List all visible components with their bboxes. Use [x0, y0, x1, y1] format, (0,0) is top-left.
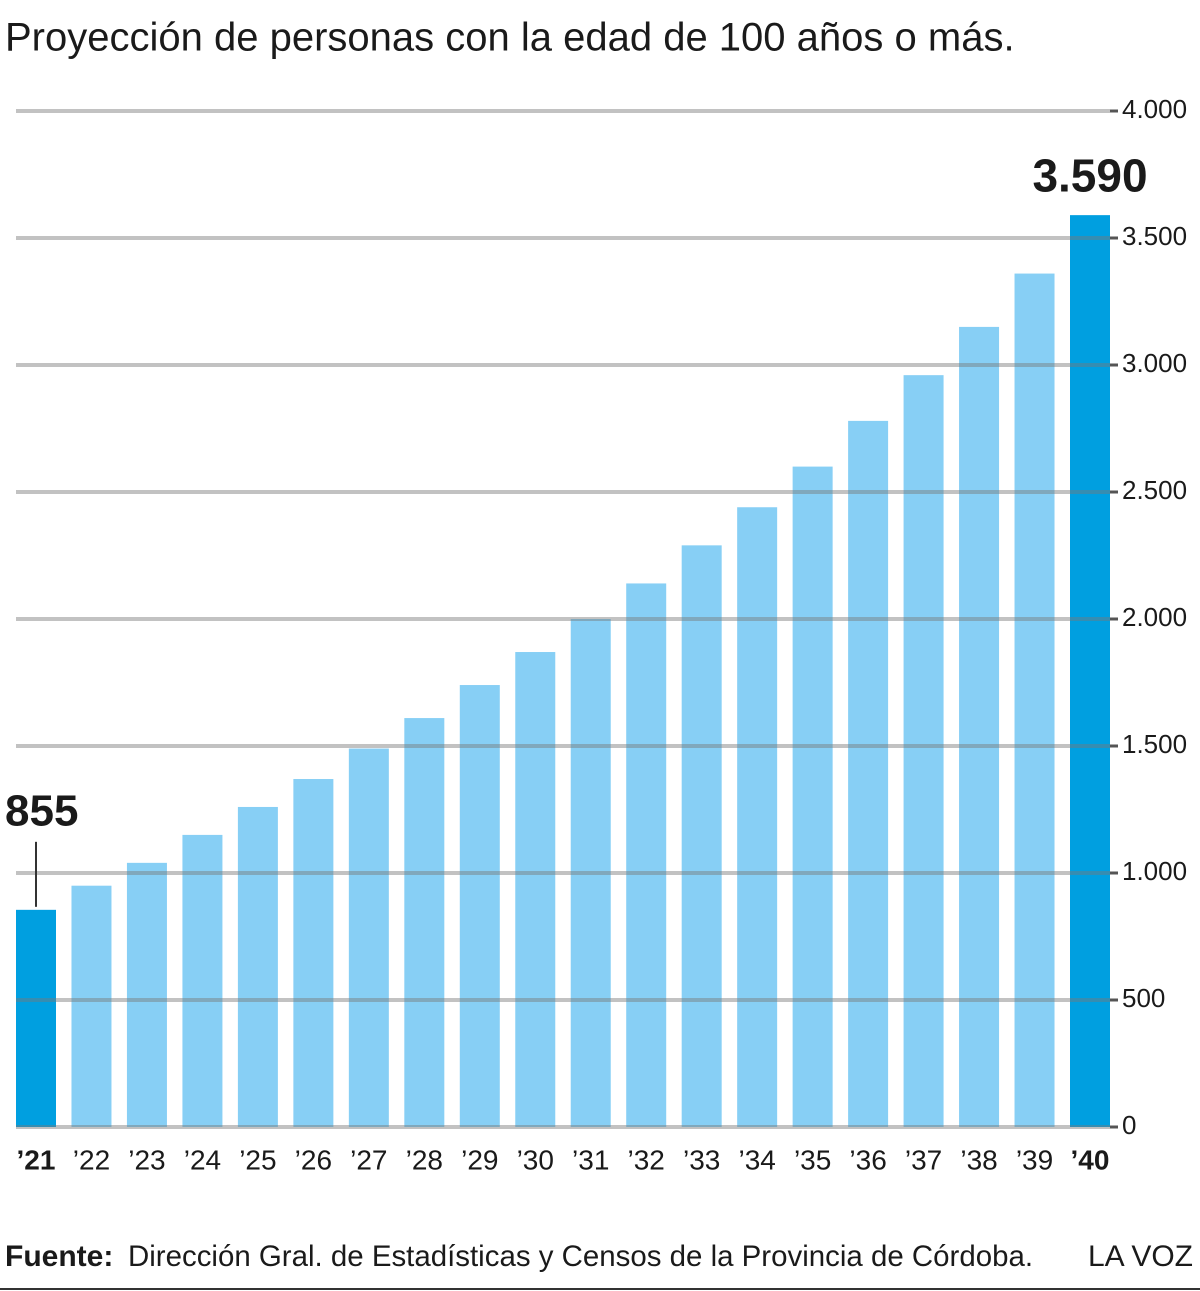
y-tick-label: 3.000	[1122, 348, 1187, 378]
bar	[737, 507, 778, 1127]
y-tick-label: 4.000	[1122, 94, 1187, 124]
x-tick-label: ’23	[128, 1144, 165, 1175]
y-tick-label: 1.000	[1122, 856, 1187, 886]
bar	[570, 619, 611, 1127]
x-tick-label: ’27	[350, 1144, 387, 1175]
x-tick-label: ’37	[905, 1144, 942, 1175]
bar	[903, 375, 944, 1127]
x-tick-label: ’36	[849, 1144, 886, 1175]
value-label: 3.590	[1032, 149, 1147, 201]
x-tick-label: ’22	[73, 1144, 110, 1175]
x-tick-label: ’26	[295, 1144, 332, 1175]
y-tick-label: 2.500	[1122, 475, 1187, 505]
source: Dirección Gral. de Estadísticas y Censos…	[128, 1240, 1033, 1273]
y-tick-label: 1.500	[1122, 729, 1187, 759]
x-tick-label: ’24	[184, 1144, 221, 1175]
chart-title: Proyección de personas con la edad de 10…	[5, 16, 1015, 60]
bar	[626, 583, 667, 1127]
bar	[293, 779, 334, 1127]
x-tick-label: ’35	[794, 1144, 831, 1175]
x-tick-label: ’33	[683, 1144, 720, 1175]
bar	[348, 748, 389, 1127]
bar	[681, 545, 722, 1127]
x-tick-label: ’32	[628, 1144, 665, 1175]
bar	[16, 909, 56, 1127]
y-tick-label: 3.500	[1122, 221, 1187, 251]
bar	[792, 466, 833, 1128]
bar	[459, 685, 500, 1127]
bar	[182, 834, 223, 1127]
bar	[126, 862, 167, 1127]
x-tick-label: ’29	[461, 1144, 498, 1175]
bar	[237, 806, 278, 1127]
bar	[1014, 273, 1055, 1127]
x-tick-label: ’39	[1016, 1144, 1053, 1175]
x-tick-label: ’38	[960, 1144, 997, 1175]
bar	[848, 420, 889, 1127]
x-tick-label: ’28	[406, 1144, 443, 1175]
brand: LA VOZ	[1088, 1240, 1193, 1273]
x-tick-label: ’34	[738, 1144, 775, 1175]
y-tick-label: 0	[1122, 1110, 1136, 1140]
x-tick-label: ’31	[572, 1144, 609, 1175]
y-tick-label: 500	[1122, 983, 1165, 1013]
value-label: 855	[5, 786, 78, 835]
y-tick-label: 2.000	[1122, 602, 1187, 632]
bar	[1070, 215, 1110, 1127]
bar	[515, 652, 556, 1127]
x-tick-label: ’30	[517, 1144, 554, 1175]
x-tick-label: ’25	[239, 1144, 276, 1175]
source-label: Fuente:	[5, 1240, 113, 1273]
bar	[404, 718, 445, 1127]
bar	[959, 326, 1000, 1127]
bar	[71, 885, 112, 1127]
x-tick-label: ’40	[1071, 1144, 1110, 1175]
x-tick-label: ’21	[17, 1144, 56, 1175]
